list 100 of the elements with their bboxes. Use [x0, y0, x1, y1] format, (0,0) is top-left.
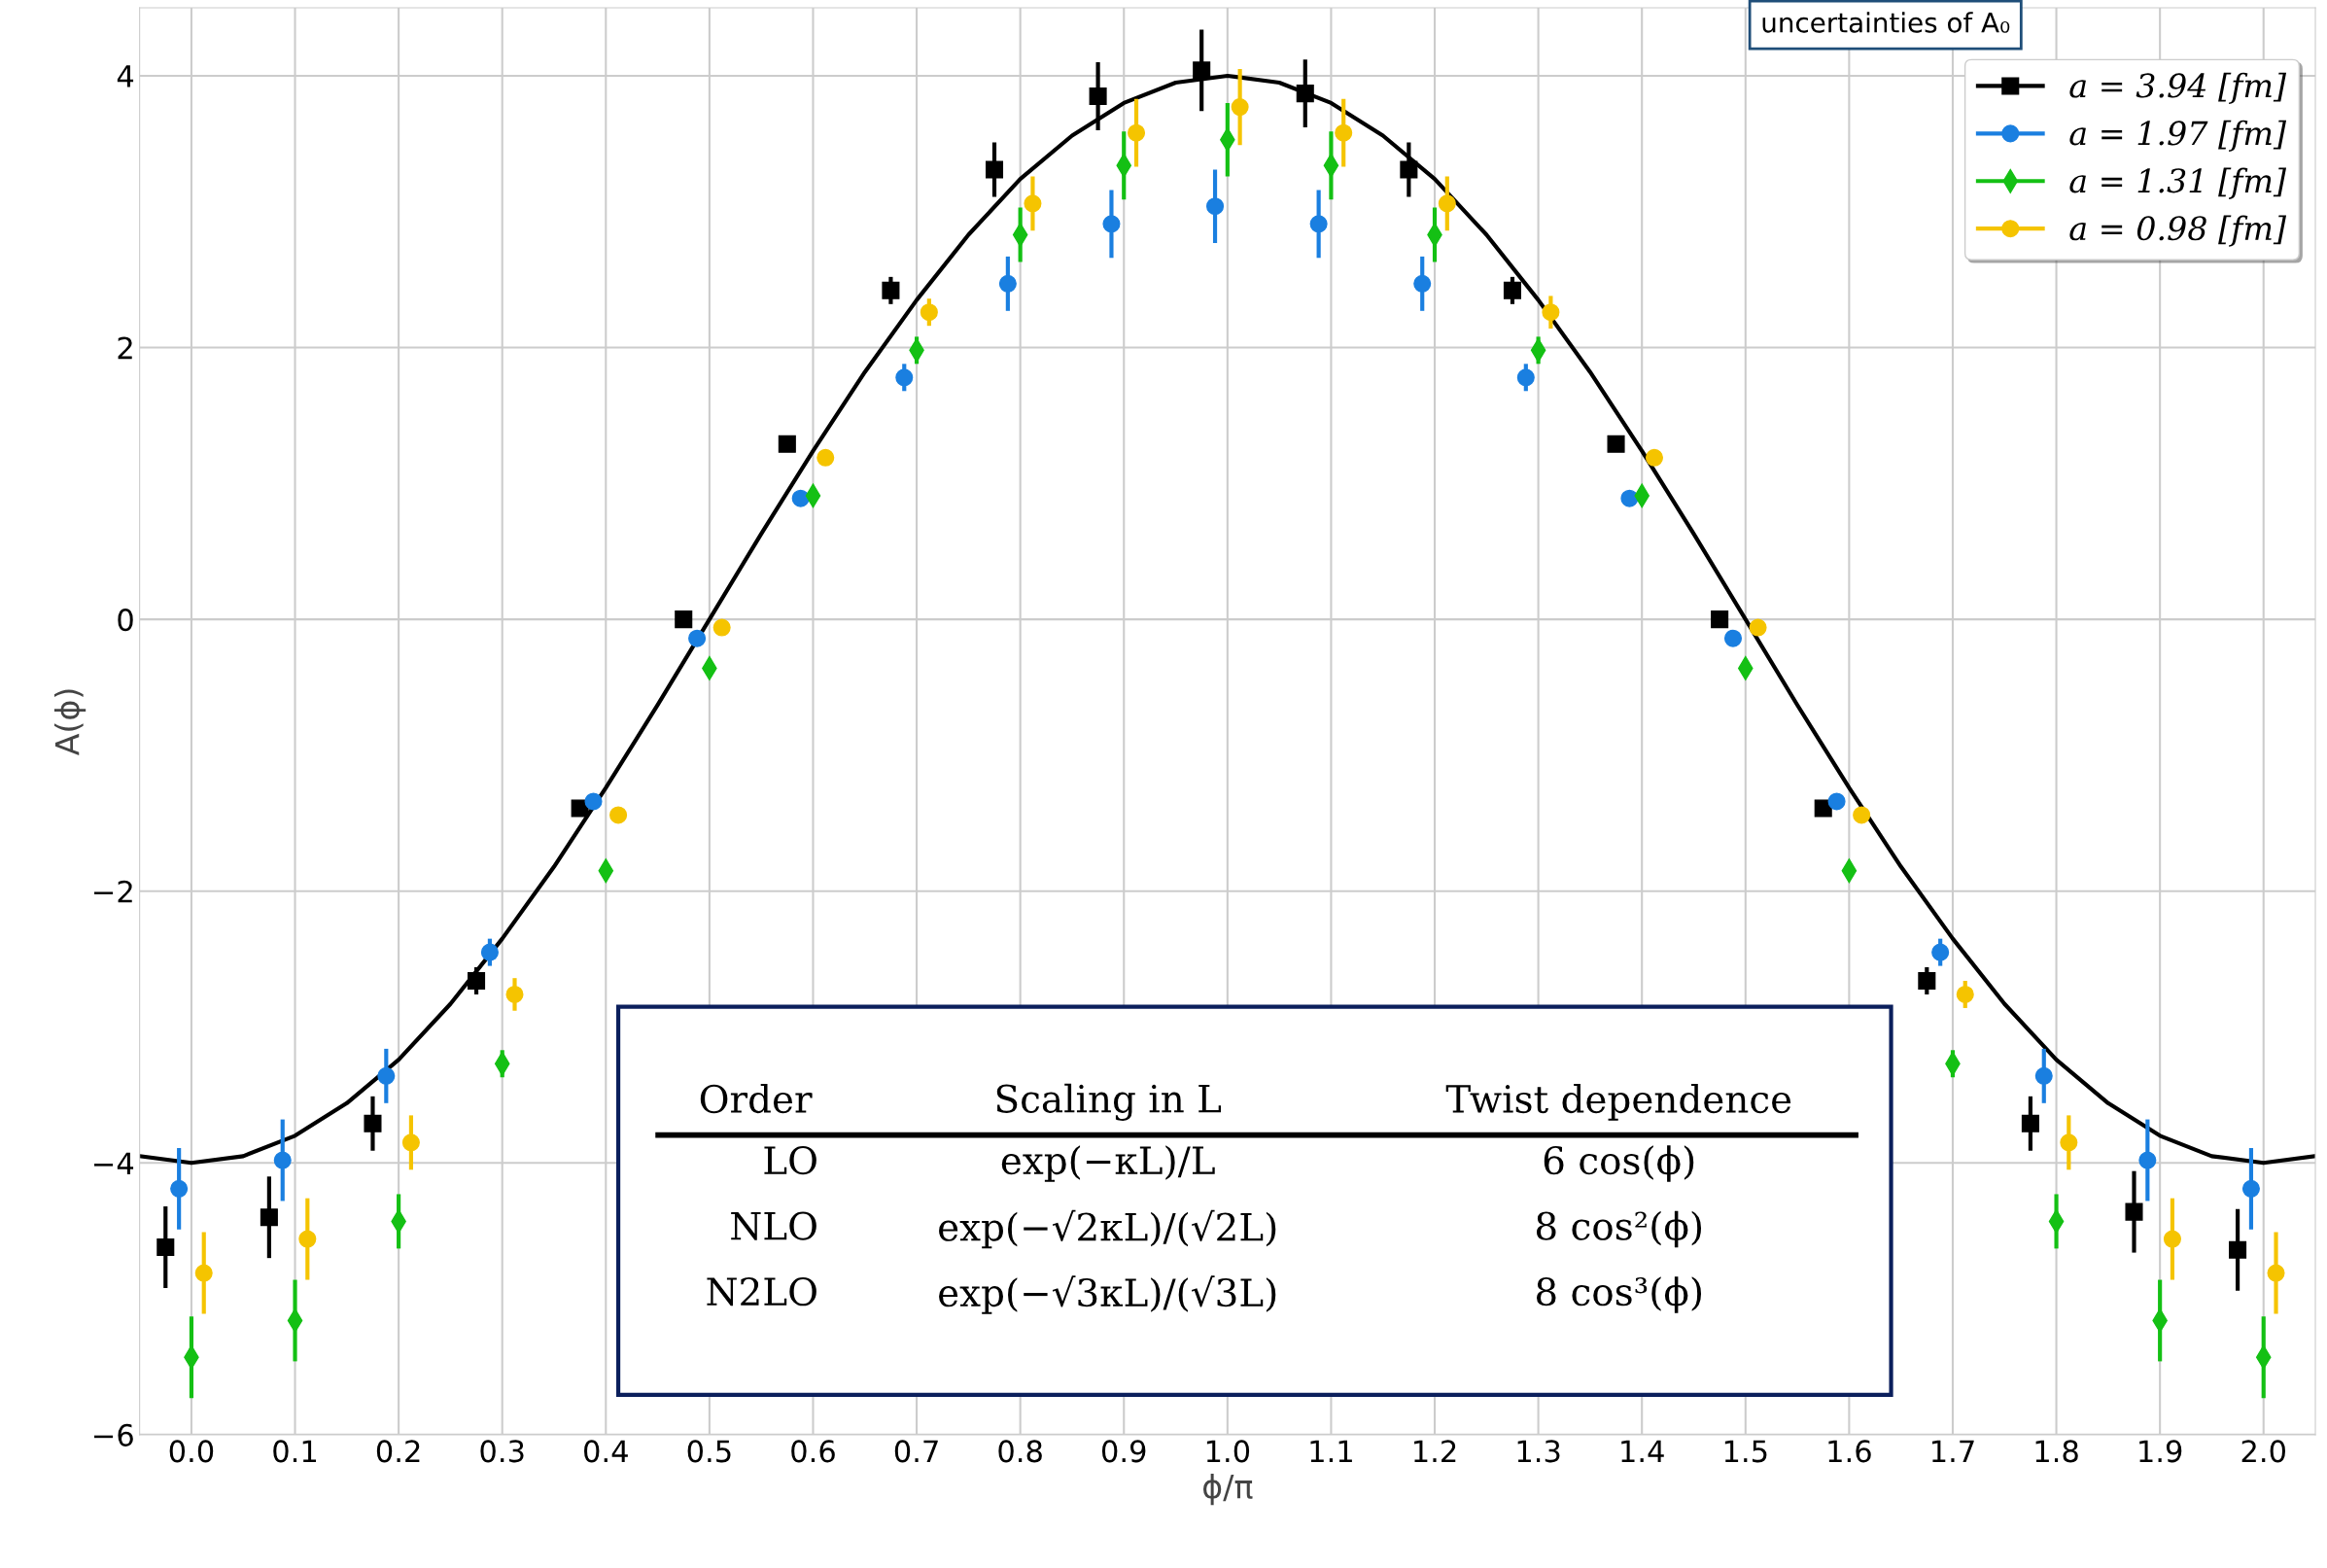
point [1542, 303, 1560, 322]
point [791, 489, 810, 507]
x-tick-label: 1.3 [1517, 1440, 1560, 1463]
annotation: Twist dependence [1445, 1084, 1791, 1121]
legend-label: a = 1.31 [fm] [2069, 167, 2287, 199]
annotation: Order [700, 1084, 813, 1114]
x-tick-label: 1.1 [1310, 1440, 1352, 1462]
x-tick-label: 0.1 [273, 1440, 316, 1463]
annotation: 8 cos²(ϕ) [1537, 1210, 1702, 1248]
x-tick-label: 1.7 [1932, 1440, 1974, 1462]
x-tick-label: 1.2 [1414, 1440, 1456, 1462]
point [1918, 971, 1936, 991]
point [1620, 489, 1639, 507]
point [1413, 274, 1432, 293]
point [584, 792, 603, 811]
x-tick-label: 2.0 [2241, 1440, 2285, 1463]
point [1931, 943, 1950, 961]
x-tick-label: 0.5 [687, 1440, 731, 1463]
annotation: 6 cos(ϕ) [1544, 1145, 1694, 1182]
y-axis-title: A(ϕ) [53, 689, 87, 756]
point [712, 618, 731, 637]
legend-label: a = 1.97 [fm] [2069, 120, 2287, 152]
annotation: exp(−κL)/L [1001, 1145, 1215, 1182]
point [998, 274, 1017, 293]
point [2034, 1066, 2053, 1085]
x-tick-label: 0.8 [998, 1440, 1042, 1463]
x-tick-label: 0.7 [894, 1440, 938, 1463]
point [1335, 123, 1353, 142]
point [1645, 448, 1664, 467]
x-axis-title: ϕ/π [1203, 1473, 1253, 1506]
x-tick-label: 0.3 [480, 1440, 524, 1463]
point [2125, 1202, 2143, 1221]
y-tick-label: −2 [93, 880, 132, 903]
point [2138, 1151, 2157, 1169]
y-tick-label: 4 [117, 65, 134, 87]
point [401, 1133, 420, 1152]
point [1749, 618, 1767, 637]
point [1231, 98, 1249, 117]
x-tick-label: 1.4 [1621, 1440, 1664, 1462]
point [1128, 123, 1146, 142]
point [1206, 197, 1225, 216]
y-tick-label: 0 [118, 609, 133, 632]
point [2229, 1240, 2247, 1259]
point [377, 1066, 396, 1085]
x-tick-label: 1.9 [2139, 1440, 2182, 1463]
annotation: LO [764, 1145, 816, 1175]
x-tick-label: 0.0 [169, 1440, 214, 1463]
point [364, 1114, 382, 1132]
x-tick-label: 1.5 [1724, 1440, 1767, 1463]
point [1711, 610, 1729, 629]
point [778, 435, 796, 453]
x-tick-label: 1.0 [1206, 1440, 1250, 1463]
point [1814, 799, 1832, 818]
point [1827, 792, 1846, 811]
point [1400, 160, 1418, 179]
x-tick-label: 1.8 [2035, 1440, 2078, 1463]
annotation: exp(−√2κL)/(√2L) [939, 1209, 1276, 1249]
point [2021, 1114, 2039, 1132]
point [1309, 215, 1328, 233]
x-tick-label: 0.6 [791, 1440, 835, 1463]
annotation: exp(−√3κL)/(√3L) [939, 1275, 1276, 1314]
point [273, 1151, 292, 1169]
point [2267, 1264, 2285, 1282]
annotation: NLO [731, 1211, 816, 1240]
point [1089, 87, 1107, 105]
point [2163, 1230, 2181, 1248]
point [1193, 61, 1211, 80]
point [480, 943, 499, 961]
point [1438, 194, 1456, 213]
y-tick-label: 2 [118, 336, 132, 360]
point [816, 448, 835, 467]
point [1503, 281, 1521, 299]
annotation: N2LO [707, 1276, 816, 1307]
point [298, 1230, 317, 1248]
point [2241, 1179, 2260, 1198]
point [1607, 435, 1625, 453]
x-tick-label: 0.4 [584, 1440, 628, 1463]
point [260, 1208, 278, 1227]
point [194, 1264, 213, 1282]
point [2060, 1133, 2078, 1152]
point [1024, 194, 1042, 213]
point [609, 806, 628, 824]
y-tick-label: −6 [93, 1423, 133, 1446]
point [468, 971, 486, 991]
point [895, 368, 914, 387]
point [571, 799, 589, 818]
point [688, 629, 707, 647]
point [1102, 215, 1121, 233]
x-tick-label: 0.2 [376, 1440, 420, 1463]
point [170, 1179, 189, 1198]
point [920, 303, 938, 322]
point [1516, 368, 1535, 387]
point [1296, 85, 1314, 103]
legend-label: a = 0.98 [fm] [2069, 215, 2287, 247]
point [505, 985, 524, 1003]
annotation: Scaling in L [996, 1083, 1222, 1121]
point [985, 160, 1004, 179]
point [1853, 806, 1871, 824]
annotation: uncertainties of A₀ [1762, 12, 2010, 33]
point [1956, 985, 1974, 1003]
